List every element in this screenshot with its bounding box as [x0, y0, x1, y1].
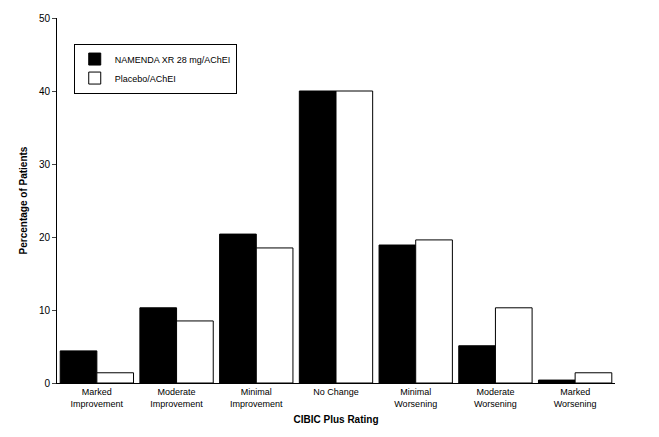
svg-text:0: 0: [44, 378, 50, 389]
svg-text:30: 30: [39, 159, 51, 170]
svg-text:NAMENDA XR 28 mg/AChEI: NAMENDA XR 28 mg/AChEI: [115, 55, 231, 65]
svg-text:50: 50: [39, 13, 51, 24]
svg-text:40: 40: [39, 86, 51, 97]
svg-text:10: 10: [39, 305, 51, 316]
svg-text:MarkedWorsening: MarkedWorsening: [554, 387, 597, 409]
svg-text:MinimalWorsening: MinimalWorsening: [394, 387, 437, 409]
svg-text:No Change: No Change: [313, 387, 359, 397]
svg-text:20: 20: [39, 232, 51, 243]
svg-text:MarkedImprovement: MarkedImprovement: [71, 387, 124, 409]
svg-text:MinimalImprovement: MinimalImprovement: [230, 387, 283, 409]
svg-text:Percentage of Patients: Percentage of Patients: [18, 146, 29, 254]
svg-text:ModerateWorsening: ModerateWorsening: [474, 387, 517, 409]
svg-text:Placebo/AChEI: Placebo/AChEI: [115, 74, 176, 84]
svg-text:CIBIC Plus Rating: CIBIC Plus Rating: [293, 414, 378, 425]
svg-text:ModerateImprovement: ModerateImprovement: [150, 387, 203, 409]
